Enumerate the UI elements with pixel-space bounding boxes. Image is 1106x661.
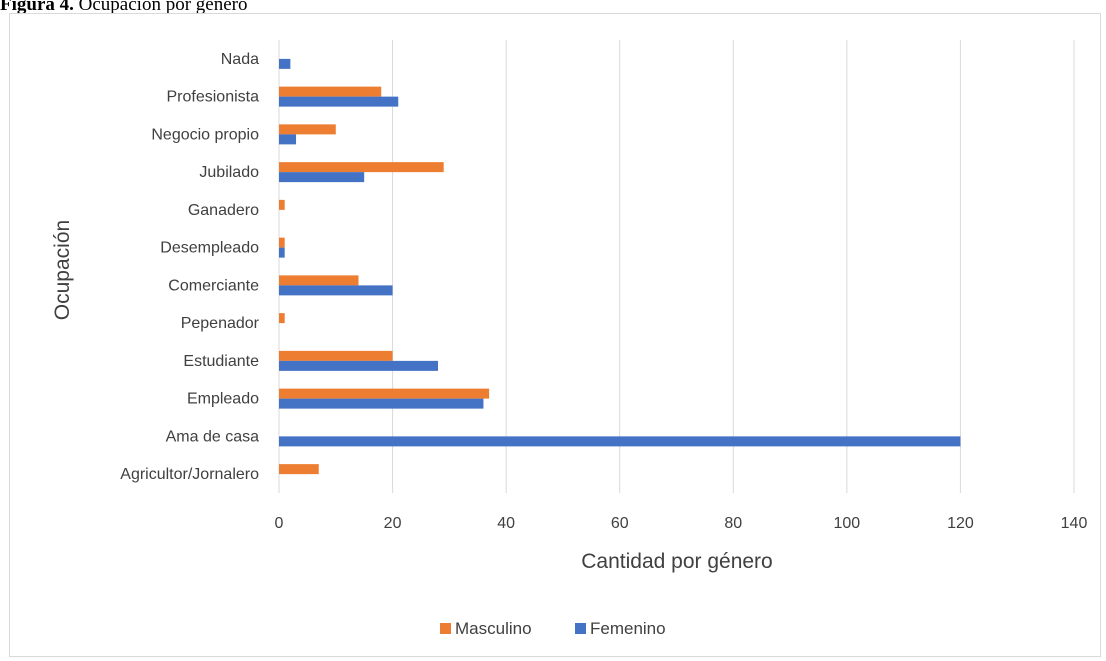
category-label: Desempleado (160, 240, 259, 257)
x-tick-label: 140 (1061, 515, 1088, 532)
x-tick-labels: 0 20 40 60 80 100 120 140 (275, 515, 1088, 532)
x-tick-label: 0 (275, 515, 284, 532)
x-tick-label: 120 (947, 515, 974, 532)
x-tick-label: 20 (384, 515, 402, 532)
legend: Masculino Femenino (440, 619, 666, 638)
bar-masculino-negocio-propio (279, 124, 336, 135)
x-tick-label: 80 (724, 515, 742, 532)
bar-masculino-ganadero (279, 199, 285, 210)
bar-masculino-desempleado (279, 237, 285, 248)
category-label: Profesionista (167, 89, 260, 106)
category-labels: Agricultor/Jornalero Ama de casa Empleado E… (120, 51, 259, 483)
legend-swatch-masculino (440, 623, 451, 634)
x-tick-label: 100 (834, 515, 861, 532)
category-label: Pepenador (181, 315, 260, 332)
y-axis-title: Ocupación (51, 220, 74, 320)
figure-caption-text: Ocupación por género (78, 0, 248, 15)
bar-femenino-nada (279, 58, 291, 69)
category-label: Ama de casa (166, 428, 259, 445)
legend-swatch-femenino (575, 623, 586, 634)
category-label: Comerciante (168, 277, 259, 294)
bar-femenino-ama-de-casa (279, 436, 961, 447)
figure-caption: Figura 4. Ocupación por género (0, 0, 247, 16)
chart-frame (9, 13, 1101, 657)
bar-femenino-profesionista (279, 96, 399, 107)
bars (279, 58, 961, 475)
bar-femenino-estudiante (279, 360, 438, 371)
x-axis-title: Cantidad por género (581, 550, 772, 573)
bar-masculino-comerciante (279, 275, 359, 286)
category-label: Nada (221, 51, 259, 68)
x-tick-label: 60 (611, 515, 629, 532)
bar-masculino-agricultor-jornalero (279, 464, 319, 475)
x-tick-label: 40 (497, 515, 515, 532)
figure-caption-label: Figura 4. (0, 0, 74, 15)
bar-masculino-pepenador (279, 313, 285, 324)
category-label: Jubilado (199, 164, 259, 181)
category-label: Negocio propio (151, 126, 259, 143)
bar-femenino-negocio-propio (279, 134, 297, 145)
bar-femenino-empleado (279, 398, 484, 409)
category-label: Agricultor/Jornalero (120, 466, 259, 483)
category-label: Ganadero (188, 202, 259, 219)
bar-femenino-jubilado (279, 172, 365, 183)
category-label: Estudiante (183, 353, 259, 370)
bar-masculino-empleado (279, 388, 490, 399)
legend-label-femenino: Femenino (590, 619, 666, 638)
bar-masculino-jubilado (279, 162, 444, 173)
legend-label-masculino: Masculino (455, 619, 532, 638)
category-label: Empleado (187, 391, 259, 408)
bar-femenino-comerciante (279, 285, 393, 296)
bar-femenino-desempleado (279, 247, 285, 258)
gridlines (278, 40, 1075, 493)
bar-masculino-estudiante (279, 350, 393, 361)
bar-masculino-profesionista (279, 86, 382, 97)
